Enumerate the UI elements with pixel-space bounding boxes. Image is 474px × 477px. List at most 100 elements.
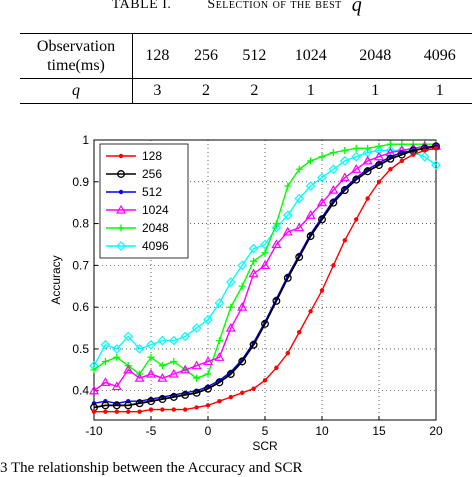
data-point-1024 [294, 222, 305, 232]
data-point-256 [272, 296, 281, 305]
data-point-128 [297, 330, 302, 335]
table-cell: 256 [181, 33, 231, 79]
legend-label-512: 512 [142, 185, 162, 199]
legend-marker-512 [118, 189, 124, 195]
data-point-1024 [214, 352, 225, 361]
series-line-4096 [93, 149, 437, 367]
series-line-1024 [93, 145, 436, 392]
data-point-1024 [271, 239, 282, 249]
data-point-4096 [214, 298, 225, 308]
q-header: q [20, 78, 133, 104]
table-cell: 128 [132, 33, 182, 79]
data-point-4096 [328, 164, 339, 175]
data-point-4096 [374, 145, 384, 156]
table-cell: 512 [230, 33, 279, 79]
data-point-1024 [180, 364, 191, 374]
data-point-1024 [282, 226, 293, 236]
data-point-4096 [431, 160, 441, 170]
table-title-symbol: q [351, 0, 363, 16]
data-point-4096 [271, 222, 282, 233]
legend-label-1024: 1024 [142, 203, 169, 217]
data-point-1024 [202, 356, 214, 366]
data-point-256 [318, 215, 326, 224]
data-point-1024 [248, 268, 259, 278]
header-line-2: time(ms) [47, 57, 105, 74]
table-cell: 1 [407, 78, 472, 104]
data-point-1024 [88, 385, 100, 395]
figure-caption: 3 The relationship between the Accuracy … [0, 460, 303, 476]
data-point-128 [114, 409, 120, 414]
data-point-1024 [237, 301, 248, 311]
data-point-256 [169, 393, 178, 401]
data-point-2048 [170, 357, 178, 365]
accuracy-vs-scr-chart: -10 -5 0 5 10 15 20 0.4 0.5 0.6 0.7 0.8 0.9 1 SCR Accur… [49, 133, 443, 453]
data-point-1024 [157, 372, 168, 382]
y-tick-label: 0.9 [72, 175, 89, 189]
x-tick-label: 10 [315, 424, 329, 438]
y-tick-label: 0.7 [72, 258, 89, 272]
data-point-1024 [100, 377, 111, 386]
legend-marker-128 [118, 153, 124, 159]
data-point-256 [283, 273, 292, 282]
data-point-128 [388, 167, 393, 172]
data-point-4096 [237, 260, 248, 271]
data-point-1024 [339, 172, 350, 182]
data-point-2048 [101, 357, 109, 365]
data-point-256 [181, 390, 190, 399]
data-point-2048 [158, 362, 166, 370]
data-point-128 [319, 288, 325, 293]
data-point-1024 [351, 164, 362, 173]
data-point-4096 [305, 181, 316, 191]
data-point-2048 [284, 182, 292, 190]
data-point-4096 [100, 339, 111, 350]
data-point-2048 [307, 157, 315, 165]
selection-table: Observation time(ms) 128 256 512 1024 20… [20, 33, 472, 104]
y-tick-label: 0.8 [72, 217, 89, 231]
legend-label-2048: 2048 [142, 221, 169, 235]
y-tick-label: 0.4 [72, 384, 89, 398]
legend-marker-2048 [117, 224, 125, 232]
data-point-256 [101, 401, 110, 410]
data-point-256 [261, 319, 269, 328]
data-point-128 [240, 390, 245, 396]
data-point-2048 [318, 153, 326, 161]
data-point-4096 [282, 210, 293, 221]
data-point-256 [147, 397, 155, 406]
data-point-2048 [352, 144, 360, 152]
data-point-2048 [261, 249, 269, 257]
data-point-256 [352, 175, 361, 184]
data-point-256 [124, 401, 133, 410]
data-point-256 [158, 395, 167, 404]
data-point-4096 [294, 193, 305, 204]
data-point-256 [295, 253, 304, 261]
data-point-256 [249, 340, 258, 349]
data-point-128 [365, 196, 370, 201]
table-cell: 4096 [407, 33, 472, 79]
data-point-2048 [204, 370, 212, 378]
data-point-2048 [386, 140, 394, 148]
data-point-128 [308, 309, 313, 314]
data-point-1024 [362, 155, 373, 165]
data-point-256 [238, 357, 247, 366]
data-point-4096 [339, 156, 350, 166]
data-point-256 [329, 198, 338, 207]
table-title-main: Selection of the best [207, 0, 342, 12]
data-point-128 [354, 217, 359, 222]
data-point-4096 [168, 335, 179, 346]
legend-marker-1024 [115, 204, 127, 214]
data-point-256 [397, 150, 406, 159]
data-point-1024 [191, 360, 202, 370]
data-point-128 [331, 263, 336, 268]
x-tick-label: -5 [146, 424, 157, 438]
x-tick-label: 5 [262, 424, 269, 438]
legend-label-4096: 4096 [142, 239, 169, 253]
data-point-128 [194, 405, 199, 410]
table-title-prefix: TABLE I. [111, 0, 172, 12]
data-point-256 [375, 161, 383, 170]
data-point-2048 [113, 353, 121, 361]
data-point-4096 [123, 331, 134, 342]
y-axis-label: Accuracy [49, 255, 63, 304]
y-tick-label: 1 [82, 133, 89, 147]
data-point-4096 [203, 314, 213, 325]
header-line-1: Observation [36, 38, 116, 55]
